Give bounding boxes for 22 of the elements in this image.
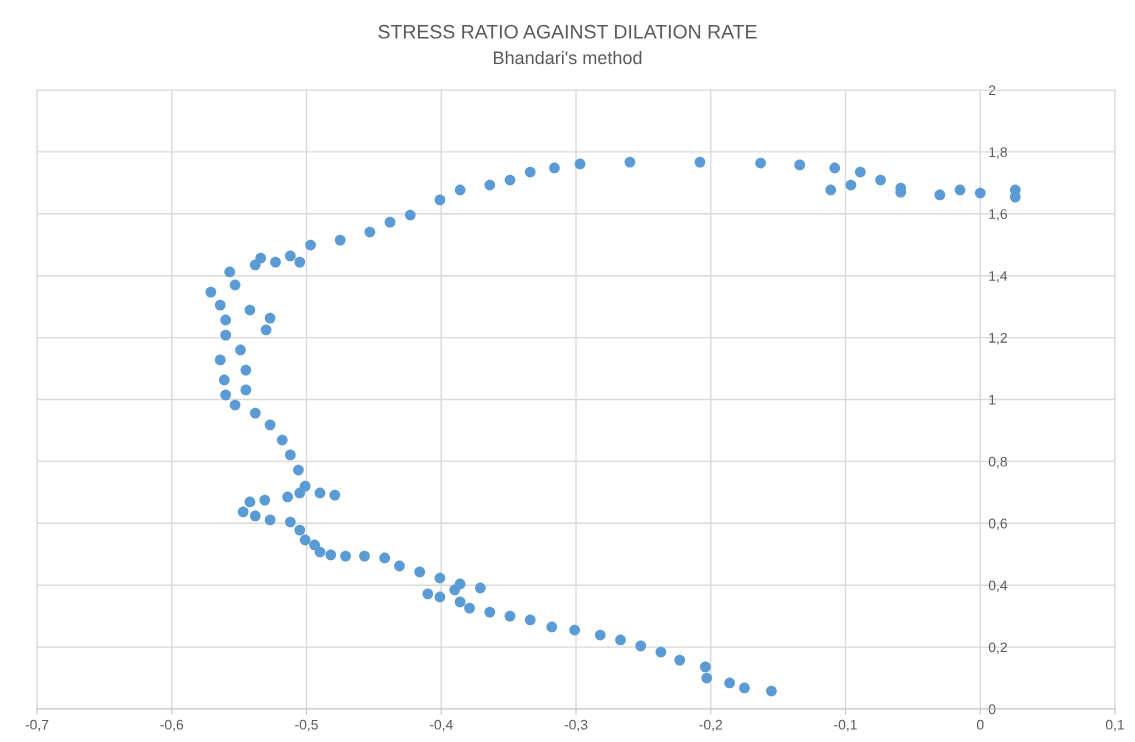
x-tick-label: -0,1 [834,719,857,732]
y-tick-label: 1 [989,394,996,405]
y-tick-label: 1,2 [989,332,1007,345]
x-tick-label: 0,1 [1105,719,1124,732]
y-tick-label: 0 [988,704,996,715]
y-tick-label: 2 [988,85,996,96]
x-tick-label: -0,7 [25,719,49,732]
x-tick-label: -0,2 [699,719,723,732]
y-tick-label: 1,6 [989,209,1007,221]
y-tick-label: 0,6 [988,518,1007,531]
chart-title: STRESS RATIO AGAINST DILATION RATE [378,24,757,39]
x-tick-label: -0,5 [295,719,318,732]
x-tick-label: -0,3 [564,719,588,732]
y-tick-label: 0,8 [988,456,1007,469]
y-tick-label: 1,4 [989,271,1008,283]
chart-subtitle: Bhandari's method [493,50,642,65]
x-tick-label: -0,6 [160,719,184,732]
y-tick-label: 0,4 [988,580,1008,592]
y-tick-label: 0,2 [988,642,1007,654]
y-tick-label: 1,8 [989,147,1007,159]
x-tick-label: -0,4 [429,719,453,732]
x-tick-label: 0 [976,719,984,730]
